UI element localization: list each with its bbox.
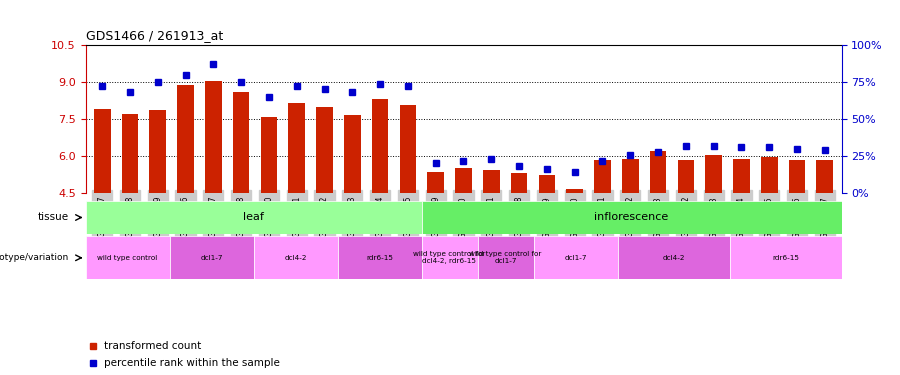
Bar <box>316 107 333 193</box>
Bar <box>338 236 421 279</box>
Bar <box>455 168 472 193</box>
Text: rdr6-15: rdr6-15 <box>772 255 799 261</box>
Bar <box>400 105 416 193</box>
Bar <box>254 236 338 279</box>
Bar <box>86 201 421 234</box>
Bar <box>86 236 169 279</box>
Bar <box>149 110 166 193</box>
Text: wild type control: wild type control <box>97 255 158 261</box>
Text: genotype/variation: genotype/variation <box>0 254 68 262</box>
Text: inflorescence: inflorescence <box>594 213 669 222</box>
Text: tissue: tissue <box>38 213 68 222</box>
Bar <box>428 172 444 193</box>
Bar <box>678 160 694 193</box>
Bar <box>288 103 305 193</box>
Bar <box>730 236 842 279</box>
Bar <box>233 92 249 193</box>
Text: dcl4-2: dcl4-2 <box>662 255 685 261</box>
Bar <box>706 155 722 193</box>
Bar <box>122 114 139 193</box>
Bar <box>538 175 555 193</box>
Text: leaf: leaf <box>243 213 264 222</box>
Bar <box>594 160 611 193</box>
Bar <box>261 117 277 193</box>
Text: wild type control for
dcl1-7: wild type control for dcl1-7 <box>469 251 542 264</box>
Bar <box>483 170 500 193</box>
Bar <box>344 116 361 193</box>
Bar <box>566 189 583 193</box>
Text: dcl1-7: dcl1-7 <box>200 255 223 261</box>
Bar <box>94 109 111 193</box>
Text: percentile rank within the sample: percentile rank within the sample <box>104 358 280 368</box>
Bar <box>169 236 254 279</box>
Bar <box>622 159 639 193</box>
Bar <box>650 151 666 193</box>
Text: GDS1466 / 261913_at: GDS1466 / 261913_at <box>86 30 223 42</box>
Bar <box>760 158 778 193</box>
Bar <box>421 236 478 279</box>
Text: transformed count: transformed count <box>104 341 202 351</box>
Bar <box>734 159 750 193</box>
Text: dcl4-2: dcl4-2 <box>284 255 307 261</box>
Bar <box>510 173 527 193</box>
Text: wild type control for
dcl4-2, rdr6-15: wild type control for dcl4-2, rdr6-15 <box>413 251 486 264</box>
Bar <box>478 236 534 279</box>
Bar <box>205 81 221 193</box>
Bar <box>177 84 194 193</box>
Bar <box>421 201 842 234</box>
Bar <box>816 160 833 193</box>
Text: dcl1-7: dcl1-7 <box>564 255 587 261</box>
Bar <box>372 99 389 193</box>
Bar <box>534 236 617 279</box>
Text: rdr6-15: rdr6-15 <box>366 255 393 261</box>
Bar <box>788 160 806 193</box>
Bar <box>617 236 730 279</box>
